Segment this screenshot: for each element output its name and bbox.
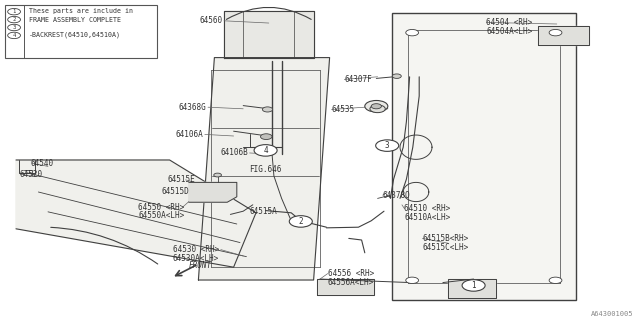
Circle shape <box>392 74 401 78</box>
Text: 64515E: 64515E <box>168 175 195 184</box>
Circle shape <box>262 107 273 112</box>
Text: 64550A<LH>: 64550A<LH> <box>138 212 184 220</box>
Text: 64504A<LH>: 64504A<LH> <box>486 27 532 36</box>
Text: 64560: 64560 <box>200 16 223 25</box>
Text: 2: 2 <box>12 17 16 22</box>
Circle shape <box>365 100 388 112</box>
Text: 64515A: 64515A <box>250 207 277 216</box>
Text: 64535: 64535 <box>332 105 355 114</box>
Circle shape <box>260 134 272 140</box>
Text: FRONT: FRONT <box>189 261 212 270</box>
Text: 2: 2 <box>298 217 303 226</box>
Circle shape <box>8 8 20 15</box>
Text: 64515C<LH>: 64515C<LH> <box>422 243 468 252</box>
Text: 1: 1 <box>471 281 476 290</box>
Text: 64540: 64540 <box>31 159 54 168</box>
Circle shape <box>8 32 20 39</box>
Circle shape <box>8 16 20 23</box>
Text: 64106B: 64106B <box>221 148 248 157</box>
Text: 64550 <RH>: 64550 <RH> <box>138 203 184 212</box>
Text: 64378O: 64378O <box>383 191 410 200</box>
Circle shape <box>549 29 562 36</box>
Text: 1: 1 <box>12 9 16 14</box>
Circle shape <box>549 277 562 284</box>
Polygon shape <box>198 58 330 280</box>
Circle shape <box>8 24 20 31</box>
Text: A643001005: A643001005 <box>591 311 634 317</box>
Text: These parts are include in: These parts are include in <box>29 8 133 14</box>
Text: 64515B<RH>: 64515B<RH> <box>422 234 468 243</box>
Circle shape <box>406 277 419 284</box>
Text: 3: 3 <box>385 141 390 150</box>
Polygon shape <box>317 279 374 295</box>
Text: 64510 <RH>: 64510 <RH> <box>404 204 451 213</box>
Text: 64106A: 64106A <box>176 130 204 139</box>
Bar <box>5 5 157 58</box>
Text: 64510A<LH>: 64510A<LH> <box>404 213 451 222</box>
Circle shape <box>462 280 485 291</box>
Text: 64556A<LH>: 64556A<LH> <box>328 278 374 287</box>
Polygon shape <box>189 182 237 202</box>
Circle shape <box>214 173 221 177</box>
Text: 64530 <RH>: 64530 <RH> <box>173 245 219 254</box>
Text: 3: 3 <box>12 25 16 30</box>
Text: 64530A<LH>: 64530A<LH> <box>173 254 219 263</box>
Polygon shape <box>448 279 496 298</box>
Text: 4: 4 <box>263 146 268 155</box>
Text: 64515D: 64515D <box>161 188 189 196</box>
Polygon shape <box>538 26 589 45</box>
Text: -BACKREST(64510,64510A): -BACKREST(64510,64510A) <box>29 31 121 38</box>
Circle shape <box>376 140 399 151</box>
Text: 4: 4 <box>12 33 16 38</box>
Circle shape <box>254 145 277 156</box>
Text: 64368G: 64368G <box>179 103 206 112</box>
Circle shape <box>371 104 381 109</box>
Polygon shape <box>16 160 256 267</box>
Bar <box>392 13 576 300</box>
Text: 64504 <RH>: 64504 <RH> <box>486 18 532 27</box>
Circle shape <box>289 216 312 227</box>
Text: FRAME ASSEMBLY COMPLETE: FRAME ASSEMBLY COMPLETE <box>29 17 121 23</box>
Text: 64520: 64520 <box>19 170 42 179</box>
Polygon shape <box>224 11 314 58</box>
Circle shape <box>406 29 419 36</box>
Polygon shape <box>224 11 314 58</box>
Text: 64307F: 64307F <box>344 75 372 84</box>
Text: FIG.646: FIG.646 <box>250 165 282 174</box>
Circle shape <box>370 105 385 113</box>
Text: 64556 <RH>: 64556 <RH> <box>328 269 374 278</box>
